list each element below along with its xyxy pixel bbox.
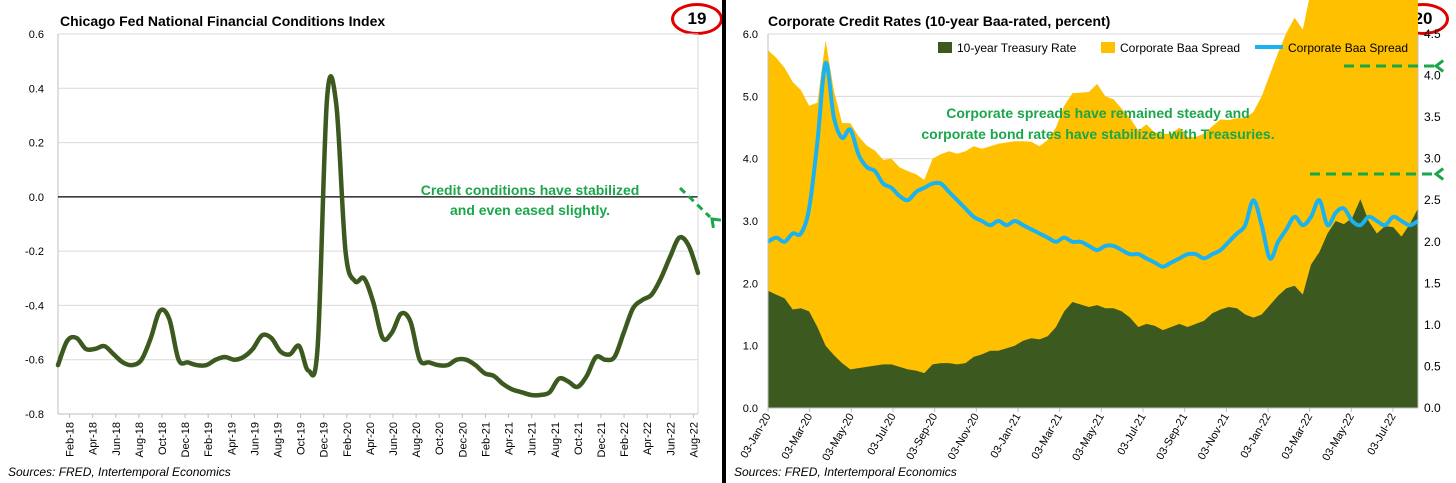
x-tick-label: Oct-20: [434, 422, 446, 455]
corporate-credit-panel: Corporate Credit Rates (10-year Baa-rate…: [726, 0, 1456, 483]
chart-source: Sources: FRED, Intertemporal Economics: [8, 465, 231, 479]
y-right-tick-label: 3.0: [1424, 152, 1441, 166]
annotation-text: corporate bond rates have stabilized wit…: [921, 126, 1274, 142]
x-tick-label: Feb-21: [480, 422, 492, 457]
x-tick-label: Oct-18: [157, 422, 169, 455]
y-left-tick-label: 3.0: [743, 216, 758, 228]
x-tick-label: Dec-20: [457, 422, 469, 457]
x-tick-label: Jun-22: [665, 422, 677, 456]
x-tick-label: Jun-19: [249, 422, 261, 456]
trend-arrow: [678, 186, 712, 219]
y-right-tick-label: 0.0: [1424, 401, 1441, 415]
x-tick-label: Aug-22: [688, 422, 700, 457]
trend-arrow-head: [1433, 167, 1445, 181]
y-tick-label: 0.2: [29, 138, 44, 150]
x-tick-label: Apr-21: [504, 422, 516, 455]
x-tick-label: 03-Nov-21: [1196, 412, 1232, 462]
x-tick-label: Feb-18: [65, 422, 77, 457]
y-right-tick-label: 2.0: [1424, 235, 1441, 249]
y-right-tick-label: 0.5: [1424, 359, 1441, 373]
y-tick-label: 0.6: [29, 29, 44, 41]
x-tick-label: Feb-19: [203, 422, 215, 457]
y-tick-label: -0.8: [25, 409, 44, 421]
credit-rates-area-chart: 0.0 1.0 2.0 3.0 4.0 5.0 6.0 0.0 0.5 1.0 1.5 2.0 2.5 3…: [738, 0, 1445, 464]
x-tick-label: 03-Jan-22: [1238, 412, 1273, 461]
y-left-tick-label: 2.0: [743, 278, 758, 290]
y-tick-label: 0.0: [29, 192, 44, 204]
x-tick-label: Oct-19: [296, 422, 308, 455]
y-right-tick-label: 3.5: [1424, 110, 1441, 124]
x-tick-label: 03-May-22: [1320, 412, 1357, 464]
y-tick-label: -0.4: [25, 300, 44, 312]
annotation-text: Credit conditions have stabilized: [421, 182, 640, 198]
legend-label: Corporate Baa Spread: [1288, 41, 1408, 55]
nfci-line-chart: 0.6 0.4 0.2 0.0 -0.2 -0.4 -0.6 -0.8 Feb-18 Apr-18…: [25, 29, 722, 457]
y-left-tick-label: 5.0: [743, 91, 758, 103]
x-tick-label: Aug-20: [411, 422, 423, 457]
x-tick-label: 03-Jul-21: [1115, 412, 1148, 458]
chart-title: Corporate Credit Rates (10-year Baa-rate…: [768, 13, 1111, 29]
x-tick-label: 03-Nov-20: [946, 412, 982, 462]
x-tick-label: 03-May-20: [820, 412, 857, 464]
trend-arrow-head: [1433, 59, 1445, 73]
x-tick-label: 03-Mar-21: [1029, 412, 1065, 462]
x-tick-label: 03-May-21: [1070, 412, 1107, 464]
y-left-tick-label: 6.0: [743, 29, 758, 41]
x-tick-label: 03-Sep-20: [904, 412, 940, 462]
treasury-rate-area: [768, 199, 1418, 408]
y-right-tick-label: 4.5: [1424, 27, 1441, 41]
x-tick-label: Feb-20: [342, 422, 354, 457]
y-left-tick-label: 4.0: [743, 154, 758, 166]
y-left-tick-label: 1.0: [743, 341, 758, 353]
y-right-tick-label: 1.5: [1424, 276, 1441, 290]
x-tick-label: Jun-18: [111, 422, 123, 456]
legend-label: 10-year Treasury Rate: [957, 41, 1077, 55]
x-tick-label: Jun-21: [527, 422, 539, 456]
y-left-tick-label: 0.0: [743, 403, 758, 415]
x-tick-label: 03-Jul-20: [865, 412, 898, 458]
chart-source: Sources: FRED, Intertemporal Economics: [734, 465, 957, 479]
y-right-tick-label: 4.0: [1424, 69, 1441, 83]
x-tick-label: Dec-21: [596, 422, 608, 457]
baa-spread-line: [766, 61, 1420, 269]
x-tick-label: 03-Mar-20: [779, 412, 815, 462]
x-tick-label: Feb-22: [619, 422, 631, 457]
legend-label: Corporate Baa Spread: [1120, 41, 1240, 55]
baa-spread-area: [768, 0, 1418, 408]
y-tick-label: 0.4: [29, 83, 44, 95]
x-tick-label: Apr-20: [365, 422, 377, 455]
x-tick-label: 03-Jan-20: [738, 412, 773, 461]
x-tick-label: Dec-19: [319, 422, 331, 457]
legend-swatch: [938, 42, 952, 53]
legend-swatch: [1101, 42, 1115, 53]
y-tick-label: -0.2: [25, 246, 44, 258]
annotation-text: Corporate spreads have remained steady a…: [946, 105, 1249, 121]
y-tick-label: -0.6: [25, 355, 44, 367]
financial-conditions-panel: Chicago Fed National Financial Condition…: [0, 0, 722, 483]
x-tick-label: 03-Mar-22: [1279, 412, 1315, 462]
trend-arrow-head: [710, 217, 722, 229]
x-tick-label: 03-Sep-21: [1154, 411, 1190, 461]
annotation-text: and even eased slightly.: [450, 202, 610, 218]
x-tick-label: 03-Jan-21: [988, 412, 1023, 461]
x-tick-label: 03-Jul-22: [1365, 412, 1398, 458]
y-right-tick-label: 2.5: [1424, 193, 1441, 207]
nfci-series-line: [55, 74, 701, 398]
x-tick-label: Apr-18: [88, 422, 100, 455]
x-tick-label: Apr-19: [226, 422, 238, 455]
x-tick-label: Aug-21: [550, 422, 562, 457]
x-tick-label: Jun-20: [388, 422, 400, 456]
x-tick-label: Apr-22: [642, 422, 654, 455]
x-tick-label: Dec-18: [180, 422, 192, 457]
chart-title: Chicago Fed National Financial Condition…: [60, 13, 386, 29]
x-tick-label: Aug-18: [134, 422, 146, 457]
x-tick-label: Aug-19: [272, 422, 284, 457]
y-right-tick-label: 1.0: [1424, 318, 1441, 332]
x-tick-label: Oct-21: [573, 422, 585, 455]
